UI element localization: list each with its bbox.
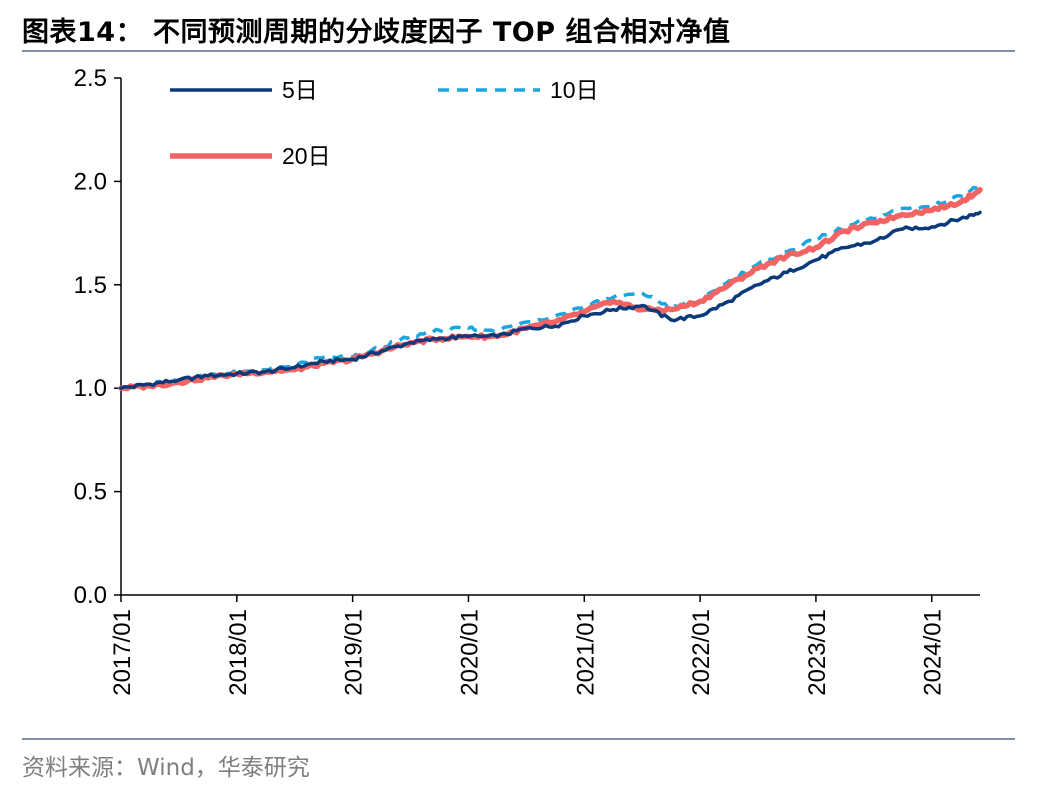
- x-tick-label: 2021/01: [572, 609, 599, 696]
- chart-legend: 5日 10日 20日: [170, 77, 599, 169]
- x-tick-label: 2022/01: [688, 609, 715, 696]
- y-tick-label: 2.5: [74, 65, 107, 92]
- top-rule: [22, 50, 1015, 52]
- plot-area: [118, 184, 983, 392]
- chart-axes: 0.0 0.5 1.0 1.5 2.0 2.5 2017/01 2018/01 2019/01 2…: [74, 65, 980, 696]
- y-tick-label: 1.0: [74, 375, 107, 402]
- x-tick-label: 2023/01: [804, 609, 831, 696]
- x-tick-label: 2024/01: [920, 609, 947, 696]
- y-tick-label: 0.0: [74, 582, 107, 609]
- legend-label-3: 20日: [282, 143, 331, 169]
- x-tick-label: 2019/01: [341, 609, 368, 696]
- bottom-rule: [22, 738, 1015, 740]
- legend-label-1: 5日: [282, 77, 318, 103]
- source-note: 资料来源：Wind，华泰研究: [22, 755, 310, 781]
- x-tick-label: 2020/01: [456, 609, 483, 696]
- series-line-1: [119, 210, 982, 390]
- legend-label-2: 10日: [550, 77, 599, 103]
- series-line-3: [118, 186, 983, 392]
- x-tick-label: 2018/01: [225, 609, 252, 696]
- x-tick-label: 2017/01: [109, 609, 136, 696]
- figure-title: 图表14： 不同预测周期的分歧度因子 TOP 组合相对净值: [22, 17, 731, 48]
- series-line-2: [120, 184, 982, 392]
- y-tick-label: 2.0: [74, 168, 107, 195]
- y-tick-label: 0.5: [74, 479, 107, 506]
- y-tick-label: 1.5: [74, 272, 107, 299]
